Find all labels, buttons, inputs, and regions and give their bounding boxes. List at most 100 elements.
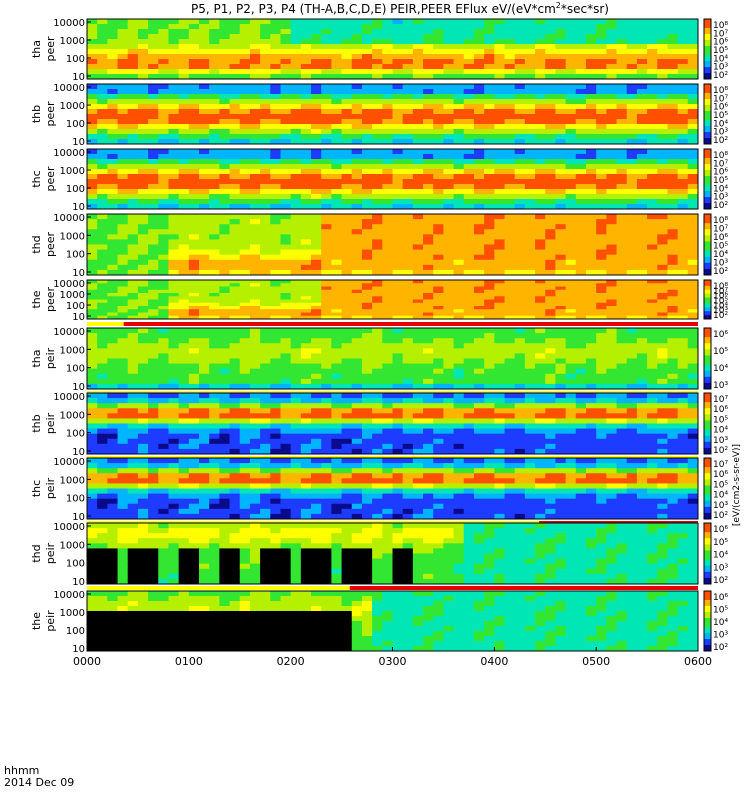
spectrogram-cell <box>677 353 689 359</box>
spectrogram-cell <box>199 315 210 320</box>
spectrogram-cell <box>239 353 251 359</box>
spectrogram-cell <box>178 159 190 165</box>
spectrogram-cell <box>270 269 281 276</box>
spectrogram-cell <box>372 343 383 349</box>
spectrogram-cell <box>300 418 312 424</box>
spectrogram-cell <box>137 134 149 140</box>
spectrogram-cell <box>178 280 190 284</box>
spectrogram-cell <box>168 448 180 455</box>
spectrogram-cell <box>158 438 169 445</box>
spectrogram-cell <box>249 44 261 50</box>
spectrogram-cell <box>239 249 251 256</box>
spectrogram-cell <box>372 353 383 359</box>
spectrogram-cell <box>535 338 546 344</box>
spectrogram-cell <box>321 119 332 125</box>
spectrogram-cell <box>239 184 251 190</box>
spectrogram-cell <box>290 299 302 304</box>
spectrogram-cell <box>209 29 220 35</box>
spectrogram-cell <box>657 164 668 170</box>
spectrogram-cell <box>311 280 322 284</box>
spectrogram-cell <box>504 378 516 385</box>
spectrogram-cell <box>585 49 597 55</box>
spectrogram-cell <box>361 333 373 339</box>
spectrogram-cell <box>494 239 506 245</box>
spectrogram-cell <box>148 328 159 334</box>
spectrogram-cell <box>280 104 292 110</box>
spectrogram-cell <box>107 159 119 165</box>
spectrogram-cell <box>168 24 180 30</box>
spectrogram-cell <box>117 219 129 225</box>
spectrogram-cell <box>361 373 373 380</box>
spectrogram-cell <box>300 403 312 409</box>
colorbar-segment <box>704 364 711 369</box>
spectrogram-cell <box>687 383 699 390</box>
spectrogram-cell <box>188 348 200 354</box>
spectrogram-cell <box>535 164 546 170</box>
spectrogram-cell <box>443 34 455 40</box>
spectrogram-cell <box>127 306 139 310</box>
spectrogram-cell <box>473 214 485 220</box>
spectrogram-cell <box>127 428 139 435</box>
spectrogram-cell <box>524 19 536 25</box>
spectrogram-cell <box>636 368 648 375</box>
spectrogram-cell <box>402 306 414 310</box>
spectrogram-cell <box>107 378 119 385</box>
spectrogram-cell <box>443 312 455 317</box>
spectrogram-cell <box>443 373 455 380</box>
spectrogram-cell <box>249 34 261 40</box>
spectrogram-cell <box>504 244 516 251</box>
spectrogram-cell <box>545 338 556 344</box>
spectrogram-cell <box>117 383 129 390</box>
spectrogram-cell <box>423 418 434 424</box>
spectrogram-cell <box>209 64 220 70</box>
spectrogram-cell <box>168 368 180 375</box>
spectrogram-cell <box>423 299 434 304</box>
spectrogram-cell <box>311 214 322 220</box>
spectrogram-cell <box>127 393 139 399</box>
spectrogram-cell <box>127 184 139 190</box>
spectrogram-cell <box>229 315 241 320</box>
spectrogram-cell <box>280 189 292 195</box>
spectrogram-cell <box>249 343 261 349</box>
spectrogram-cell <box>575 289 587 294</box>
spectrogram-cell <box>260 443 271 450</box>
spectrogram-cell <box>647 29 658 35</box>
spectrogram-cell <box>626 293 638 297</box>
spectrogram-cell <box>433 358 444 365</box>
spectrogram-cell <box>667 293 679 297</box>
spectrogram-cell <box>412 293 424 297</box>
spectrogram-cell <box>504 254 516 261</box>
spectrogram-cell <box>219 428 231 435</box>
spectrogram-cell <box>372 39 383 45</box>
spectrogram-cell <box>667 184 679 190</box>
spectrogram-cell <box>351 393 363 399</box>
spectrogram-cell <box>178 448 190 455</box>
spectrogram-cell <box>382 373 393 380</box>
spectrogram-cell <box>270 383 281 390</box>
spectrogram-cell <box>565 189 577 195</box>
spectrogram-cell <box>443 179 455 185</box>
spectrogram-cell <box>260 124 271 130</box>
spectrogram-cell <box>545 104 556 110</box>
spectrogram-cell <box>168 189 180 195</box>
spectrogram-cell <box>372 164 383 170</box>
spectrogram-cell <box>677 229 689 235</box>
spectrogram-cell <box>667 139 679 145</box>
spectrogram-cell <box>148 49 159 55</box>
spectrogram-cell <box>565 363 577 370</box>
spectrogram-cell <box>229 283 241 287</box>
spectrogram-cell <box>606 29 618 35</box>
spectrogram-cell <box>300 383 312 390</box>
spectrogram-cell <box>402 59 414 65</box>
colorbar-segment <box>704 313 711 316</box>
spectrogram-cell <box>667 234 679 240</box>
spectrogram-cell <box>687 184 699 190</box>
spectrogram-cell <box>290 64 302 70</box>
spectrogram-cell <box>545 239 556 245</box>
spectrogram-cell <box>494 189 506 195</box>
spectrogram-cell <box>494 214 506 220</box>
spectrogram-cell <box>219 49 231 55</box>
spectrogram-cell <box>229 403 241 409</box>
spectrogram-cell <box>341 204 353 210</box>
